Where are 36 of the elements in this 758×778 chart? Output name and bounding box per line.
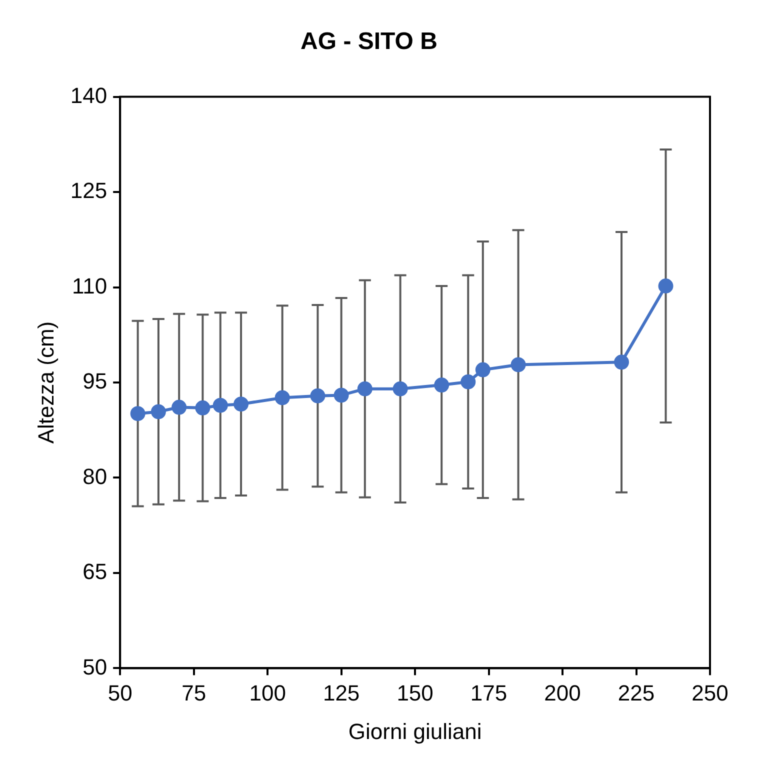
point: [334, 388, 349, 403]
x-tick-label: 250: [692, 680, 728, 706]
point: [510, 357, 526, 372]
point: [460, 374, 476, 390]
point: [357, 381, 372, 396]
point: [130, 406, 146, 422]
point: [434, 378, 450, 393]
y-tick-label: 110: [72, 273, 108, 298]
point: [614, 354, 630, 370]
x-tick-label: 150: [396, 680, 434, 706]
y-tick-label: 140: [70, 82, 108, 108]
x-axis-title: Giorni giuliani: [348, 718, 482, 744]
point: [310, 388, 326, 404]
x-tick-label: 75: [182, 680, 206, 706]
point: [212, 398, 228, 413]
x-tick-label: 50: [108, 680, 132, 706]
y-tick-label: 65: [82, 559, 108, 584]
x-tick-label: 225: [618, 680, 655, 706]
x-tick-label: 200: [544, 680, 581, 706]
y-tick-label: 95: [82, 368, 108, 394]
point: [195, 400, 210, 416]
point: [475, 362, 490, 378]
y-tick-label: 125: [70, 178, 108, 204]
y-axis-title: Altezza (cm): [33, 321, 58, 444]
point: [150, 404, 166, 420]
chart-title: AG - SITO B: [300, 28, 438, 56]
point: [392, 381, 408, 396]
x-tick-label: 175: [470, 680, 508, 706]
y-tick-label: 80: [82, 464, 108, 489]
x-tick-label: 125: [322, 680, 360, 706]
y-tick-label: 50: [82, 654, 108, 680]
x-tick-label: 100: [249, 680, 286, 706]
point: [658, 278, 674, 294]
point: [274, 390, 290, 406]
point: [234, 396, 249, 412]
point: [172, 400, 187, 415]
